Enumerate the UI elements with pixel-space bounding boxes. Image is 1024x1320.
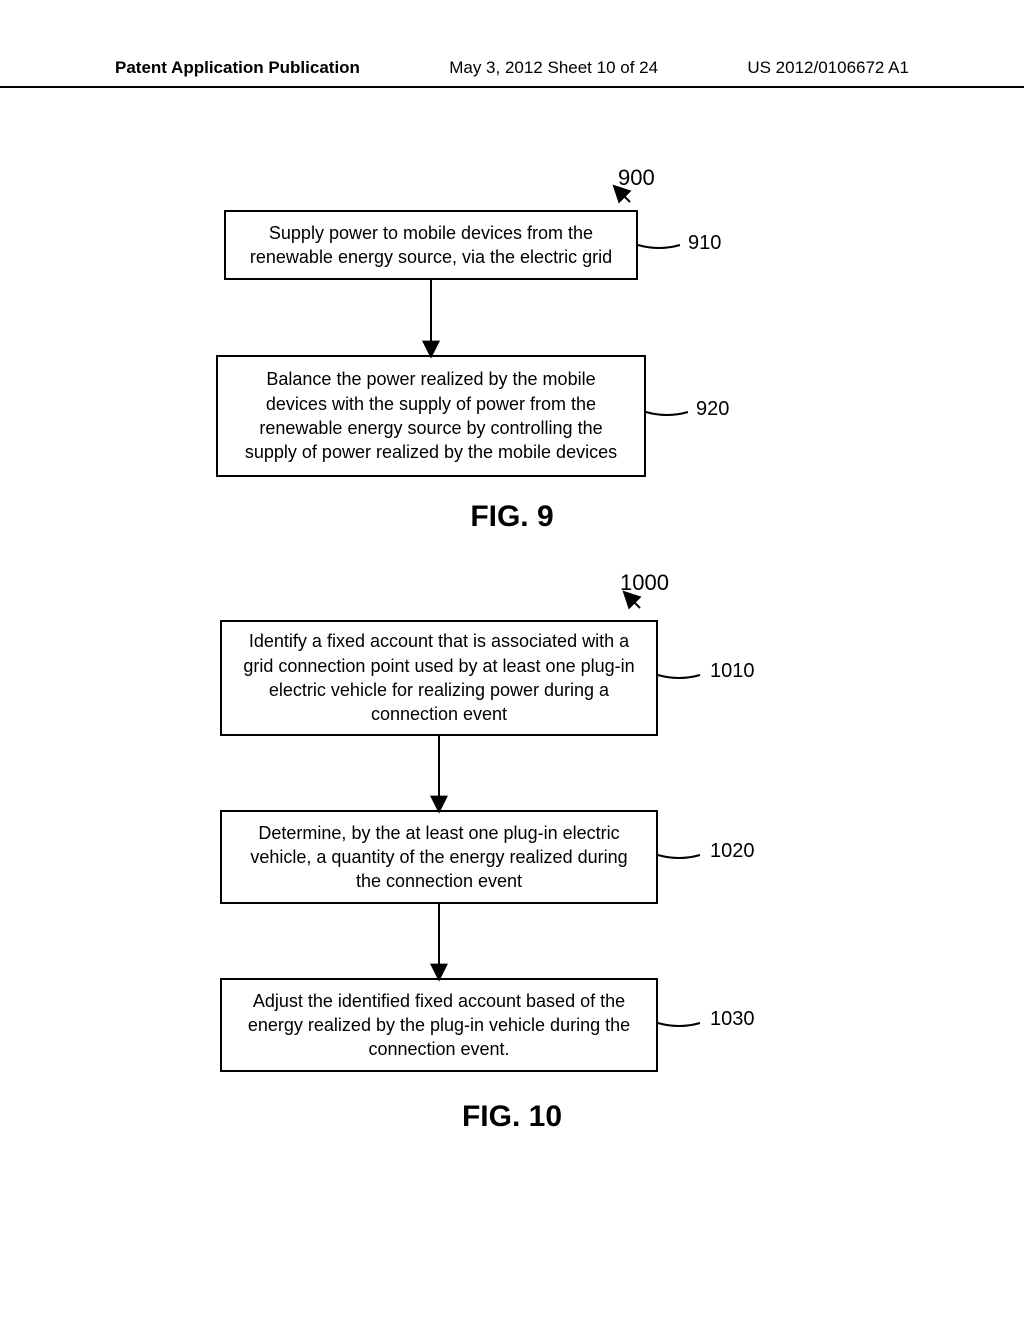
- fig10-step-3: Adjust the identified fixed account base…: [220, 978, 658, 1072]
- page-header: Patent Application Publication May 3, 20…: [0, 58, 1024, 88]
- fig10-step-3-ref: 1030: [710, 1008, 755, 1031]
- fig10-step-1: Identify a fixed account that is associa…: [220, 620, 658, 736]
- fig9-step-2-text: Balance the power realized by the mobile…: [236, 367, 626, 464]
- fig10-caption: FIG. 10: [0, 1100, 1024, 1134]
- fig9-caption: FIG. 9: [0, 500, 1024, 534]
- fig10-step-1-text: Identify a fixed account that is associa…: [240, 629, 638, 726]
- fig9-step-1-ref: 910: [688, 232, 721, 255]
- header-right: US 2012/0106672 A1: [747, 58, 909, 78]
- fig10-step-2-text: Determine, by the at least one plug-in e…: [240, 821, 638, 894]
- fig10-reference-number: 1000: [620, 570, 669, 596]
- fig9-step-1-text: Supply power to mobile devices from the …: [244, 221, 618, 270]
- fig10-step-3-text: Adjust the identified fixed account base…: [240, 989, 638, 1062]
- fig9-reference-number: 900: [618, 165, 655, 191]
- fig10-step-2: Determine, by the at least one plug-in e…: [220, 810, 658, 904]
- fig9-step-1: Supply power to mobile devices from the …: [224, 210, 638, 280]
- header-mid: May 3, 2012 Sheet 10 of 24: [449, 58, 658, 78]
- fig10-step-1-ref: 1010: [710, 660, 755, 683]
- fig9-step-2: Balance the power realized by the mobile…: [216, 355, 646, 477]
- header-left: Patent Application Publication: [115, 58, 360, 78]
- fig9-step-2-ref: 920: [696, 398, 729, 421]
- fig10-step-2-ref: 1020: [710, 840, 755, 863]
- diagram-area: 900 Supply power to mobile devices from …: [0, 130, 1024, 1290]
